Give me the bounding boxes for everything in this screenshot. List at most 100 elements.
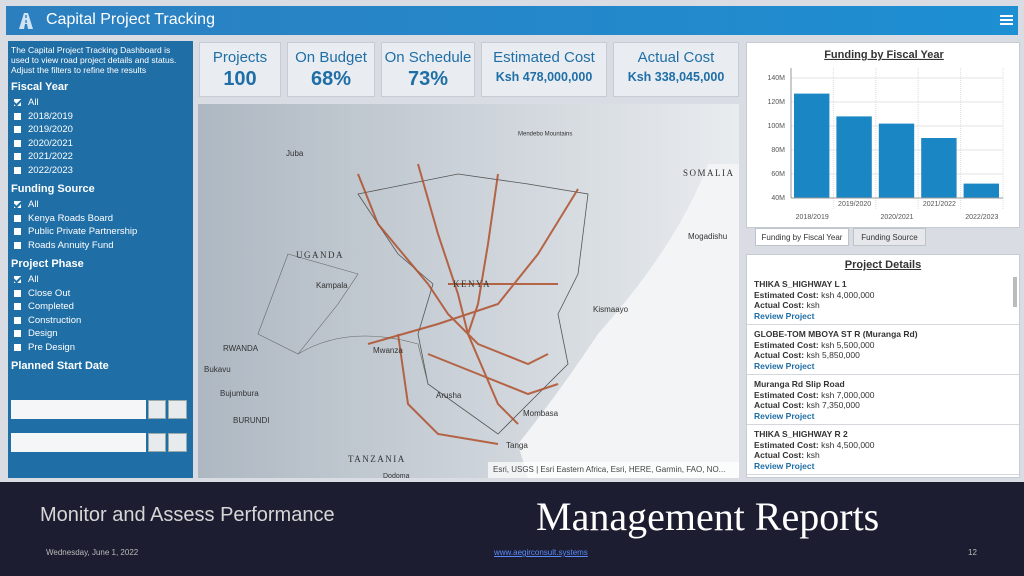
map-label: Mombasa bbox=[523, 409, 559, 418]
project-item: THIKA S_HIGHWAY L 1 Estimated Cost: ksh 4… bbox=[747, 275, 1019, 325]
kpi-label: Projects bbox=[212, 49, 268, 66]
filter-option[interactable]: 2018/2019 bbox=[11, 110, 190, 124]
map-label: Mwanza bbox=[373, 346, 403, 355]
project-row: Estimated Cost: ksh 4,500,000 bbox=[754, 440, 1012, 451]
kpi-card: On Budget 68% bbox=[287, 42, 375, 97]
tab[interactable]: Funding Source bbox=[853, 228, 926, 246]
checkbox[interactable] bbox=[14, 241, 21, 249]
option-label: Public Private Partnership bbox=[28, 226, 138, 237]
map-label: Juba bbox=[286, 149, 304, 158]
checkbox[interactable] bbox=[14, 276, 21, 283]
url-link[interactable]: www.aegirconsult.systems bbox=[494, 548, 588, 557]
checkbox[interactable] bbox=[14, 343, 21, 351]
filter-option[interactable]: Close Out bbox=[11, 287, 190, 301]
chart: Funding by Fiscal Year 40M 60M 80M 100M 120M… bbox=[767, 49, 1004, 221]
kpi-value: Ksh 338,045,000 bbox=[627, 70, 725, 84]
y-tick-label: 140M bbox=[767, 75, 785, 82]
field-label: Estimated Cost: bbox=[754, 289, 819, 300]
bar bbox=[836, 116, 872, 198]
date-input[interactable] bbox=[11, 400, 146, 419]
kpi-value: Ksh 478,000,000 bbox=[495, 70, 593, 84]
map-attribution: Esri, USGS | Esri Eastern Africa, Esri, … bbox=[493, 465, 725, 474]
filter-option[interactable]: Roads Annuity Fund bbox=[11, 239, 190, 253]
filter-option[interactable]: Completed bbox=[11, 300, 190, 314]
filter-option[interactable]: All bbox=[11, 273, 190, 287]
filter-option[interactable]: 2019/2020 bbox=[11, 123, 190, 137]
project-name: GLOBE-TOM MBOYA ST R (Muranga Rd) bbox=[754, 329, 918, 339]
field-label: Actual Cost: bbox=[754, 400, 805, 410]
y-tick-label: 120M bbox=[767, 99, 785, 106]
filter-option[interactable]: 2021/2022 bbox=[11, 150, 190, 164]
checkbox[interactable] bbox=[14, 228, 21, 235]
review-link[interactable]: Review Project bbox=[754, 460, 815, 471]
project-row: THIKA S_HIGHWAY R 2 bbox=[754, 429, 1012, 440]
review-link[interactable]: Review Project bbox=[754, 310, 815, 321]
review-link[interactable]: Review Project bbox=[754, 360, 815, 371]
filter-option[interactable]: Design bbox=[11, 327, 190, 341]
checkbox[interactable] bbox=[14, 303, 21, 310]
kpi-value: 100 bbox=[223, 68, 257, 90]
checkbox[interactable] bbox=[14, 153, 21, 160]
field-label: Actual Cost: bbox=[754, 450, 805, 460]
checkbox[interactable] bbox=[14, 316, 21, 324]
calendar-button[interactable] bbox=[148, 433, 166, 452]
bar bbox=[794, 93, 830, 198]
checkbox[interactable] bbox=[14, 214, 21, 222]
checkbox[interactable] bbox=[14, 139, 21, 147]
filter-option[interactable]: All bbox=[11, 96, 190, 110]
clock-button[interactable] bbox=[168, 433, 187, 452]
footer-subtitle: Monitor and Assess Performance bbox=[40, 504, 335, 526]
filter-option[interactable]: Public Private Partnership bbox=[11, 225, 190, 239]
kpi-label: On Schedule bbox=[384, 49, 472, 66]
y-tick-label: 60M bbox=[771, 171, 785, 178]
map-label: Mogadishu bbox=[688, 232, 727, 241]
option-label: All bbox=[28, 199, 39, 210]
tab[interactable]: Funding by Fiscal Year bbox=[755, 228, 849, 246]
intro: The Capital Project Tracking Dashboard i… bbox=[11, 45, 177, 75]
filter-option[interactable]: All bbox=[11, 198, 190, 212]
logo bbox=[19, 13, 33, 29]
option-label: Pre Design bbox=[28, 341, 75, 353]
filter-option[interactable]: Kenya Roads Board bbox=[11, 212, 190, 226]
menu-button[interactable] bbox=[1000, 14, 1013, 26]
field-value: ksh 7,000,000 bbox=[821, 389, 875, 400]
project-row: Estimated Cost: ksh 7,000,000 bbox=[754, 390, 1012, 401]
filter-option[interactable]: 2022/2023 bbox=[11, 164, 190, 178]
checkbox[interactable] bbox=[14, 166, 21, 174]
header: Capital Project Tracking bbox=[6, 6, 1018, 35]
project-row: Actual Cost: ksh 7,350,000 bbox=[754, 400, 1012, 411]
checkbox[interactable] bbox=[14, 201, 21, 208]
checkbox[interactable] bbox=[14, 99, 21, 106]
field-label: Estimated Cost: bbox=[754, 389, 819, 400]
field-label: Actual Cost: bbox=[754, 350, 805, 360]
map-label: KENYA bbox=[453, 279, 491, 289]
filter-title: Planned Start Date bbox=[11, 360, 109, 372]
chart-panel: Funding by Fiscal Year 40M 60M 80M 100M 120M… bbox=[746, 42, 1020, 228]
filter-option[interactable]: Construction bbox=[11, 314, 190, 328]
checkbox[interactable] bbox=[14, 112, 21, 120]
scrollbar[interactable] bbox=[1013, 277, 1017, 307]
slide-date: Wednesday, June 1, 2022 bbox=[46, 548, 139, 557]
review-link[interactable]: Review Project bbox=[754, 410, 815, 421]
project-name: THIKA S_HIGHWAY R 2 bbox=[754, 429, 848, 439]
footer-title: Management Reports bbox=[536, 494, 880, 539]
map-label: Bujumbura bbox=[220, 389, 259, 398]
project-name: Muranga Rd Slip Road bbox=[754, 379, 845, 389]
project-name: THIKA S_HIGHWAY L 1 bbox=[754, 279, 847, 289]
filter-option[interactable]: 2020/2021 bbox=[11, 137, 190, 151]
app-title: Capital Project Tracking bbox=[46, 11, 215, 28]
y-tick-label: 40M bbox=[771, 195, 785, 202]
checkbox[interactable] bbox=[14, 126, 21, 133]
date-input[interactable] bbox=[11, 433, 146, 452]
checkbox[interactable] bbox=[14, 289, 21, 297]
checkbox[interactable] bbox=[14, 330, 21, 337]
x-tick-label: 2019/2020 bbox=[838, 201, 871, 208]
map: Juba Mendebo Mountains SOMALIA Mogadishu UGA… bbox=[198, 104, 739, 478]
clock-button[interactable] bbox=[168, 400, 187, 419]
kpi-label: Estimated Cost bbox=[493, 49, 595, 66]
calendar-button[interactable] bbox=[148, 400, 166, 419]
filter-option[interactable]: Pre Design bbox=[11, 341, 190, 355]
map-label: Bukavu bbox=[204, 365, 231, 374]
map-label: SOMALIA bbox=[683, 168, 735, 178]
